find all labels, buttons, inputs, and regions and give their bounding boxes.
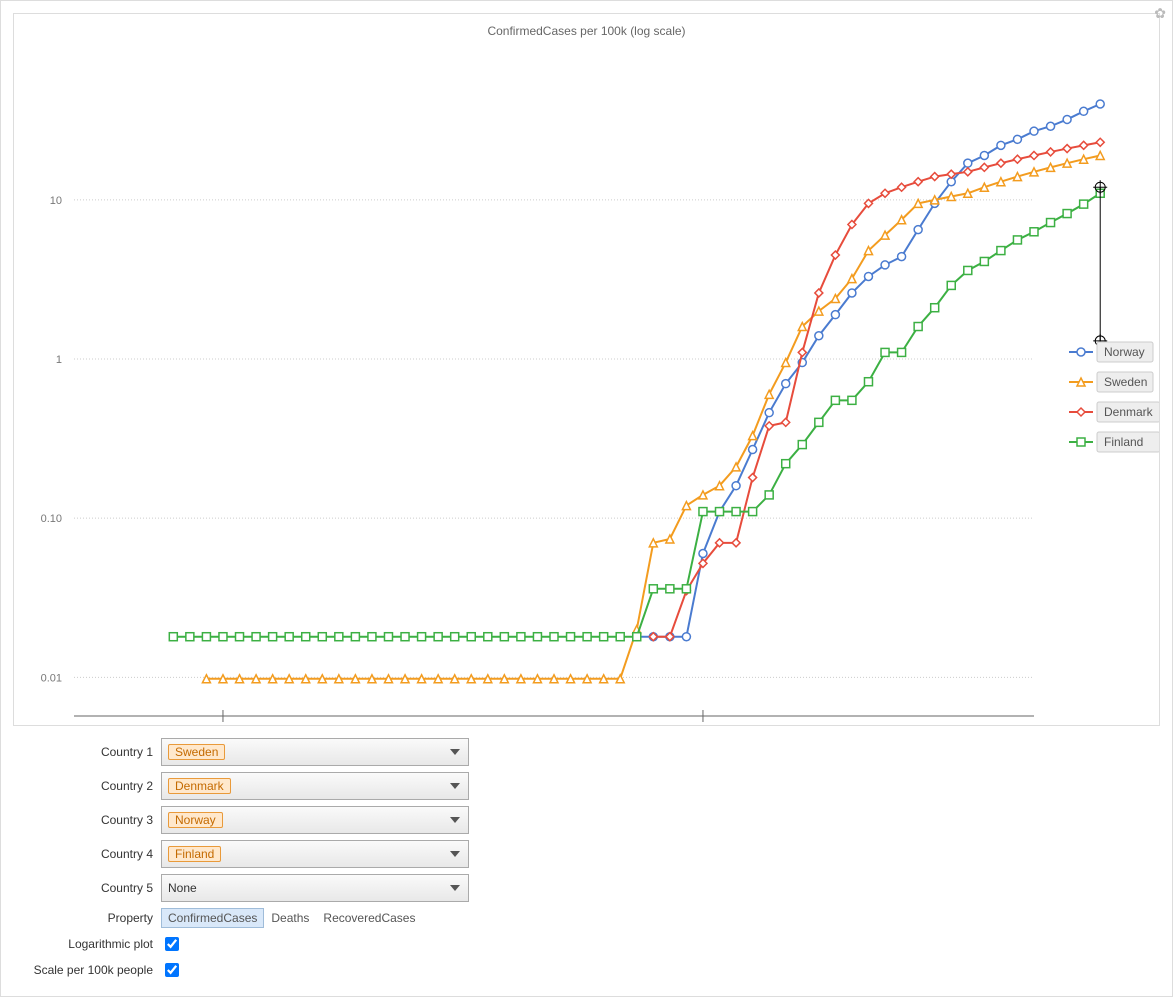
controls-panel: Country 1 Sweden Country 2 Denmark Count… <box>13 738 1160 980</box>
row-logplot: Logarithmic plot <box>13 934 1160 954</box>
select-country2-value: Denmark <box>168 778 231 794</box>
chart-frame: ConfirmedCases per 100k (log scale) 0.01… <box>13 13 1160 726</box>
chart-title: ConfirmedCases per 100k (log scale) <box>14 14 1159 42</box>
series-finland <box>169 189 1104 640</box>
svg-text:Norway: Norway <box>1104 345 1145 359</box>
svg-text:1: 1 <box>56 354 62 366</box>
series-denmark <box>649 138 1104 640</box>
row-country5: Country 5 None <box>13 874 1160 902</box>
dashboard-panel: ✿ ConfirmedCases per 100k (log scale) 0.… <box>0 0 1173 997</box>
label-country5: Country 5 <box>13 881 161 895</box>
label-country1: Country 1 <box>13 745 161 759</box>
chevron-down-icon <box>450 817 460 823</box>
row-country4: Country 4 Finland <box>13 840 1160 868</box>
chart-svg: 0.010.10110FebMarNorwaySwedenDenmarkFinl… <box>14 42 1159 722</box>
select-country1-value: Sweden <box>168 744 225 760</box>
select-country4[interactable]: Finland <box>161 840 469 868</box>
label-country3: Country 3 <box>13 813 161 827</box>
row-country3: Country 3 Norway <box>13 806 1160 834</box>
svg-text:Finland: Finland <box>1104 435 1143 449</box>
select-country5[interactable]: None <box>161 874 469 902</box>
row-property: Property ConfirmedCasesDeathsRecoveredCa… <box>13 908 1160 928</box>
legend-item-norway[interactable]: Norway <box>1069 342 1153 362</box>
chevron-down-icon <box>450 885 460 891</box>
checkbox-log-plot[interactable] <box>165 937 179 951</box>
label-country4: Country 4 <box>13 847 161 861</box>
legend-item-finland[interactable]: Finland <box>1069 432 1159 452</box>
row-country1: Country 1 Sweden <box>13 738 1160 766</box>
label-country2: Country 2 <box>13 779 161 793</box>
select-country3-value: Norway <box>168 812 223 828</box>
property-option-confirmedcases[interactable]: ConfirmedCases <box>161 908 264 928</box>
legend-item-denmark[interactable]: Denmark <box>1069 402 1159 422</box>
chevron-down-icon <box>450 749 460 755</box>
chevron-down-icon <box>450 783 460 789</box>
gear-icon[interactable]: ✿ <box>1154 5 1166 22</box>
legend-item-sweden[interactable]: Sweden <box>1069 372 1153 392</box>
property-option-deaths[interactable]: Deaths <box>264 908 316 928</box>
svg-text:Sweden: Sweden <box>1104 375 1147 389</box>
label-logplot: Logarithmic plot <box>13 937 161 951</box>
svg-text:0.10: 0.10 <box>41 513 62 525</box>
svg-text:Denmark: Denmark <box>1104 405 1154 419</box>
svg-text:10: 10 <box>50 195 62 207</box>
select-country4-value: Finland <box>168 846 221 862</box>
series-sweden <box>202 151 1104 682</box>
property-button-group: ConfirmedCasesDeathsRecoveredCases <box>161 908 422 928</box>
select-country5-value: None <box>168 881 197 895</box>
range-marker <box>1093 180 1107 348</box>
property-option-recoveredcases[interactable]: RecoveredCases <box>316 908 422 928</box>
row-per100k: Scale per 100k people <box>13 960 1160 980</box>
label-property: Property <box>13 911 161 925</box>
select-country2[interactable]: Denmark <box>161 772 469 800</box>
chevron-down-icon <box>450 851 460 857</box>
row-country2: Country 2 Denmark <box>13 772 1160 800</box>
svg-text:0.01: 0.01 <box>41 672 62 684</box>
select-country3[interactable]: Norway <box>161 806 469 834</box>
select-country1[interactable]: Sweden <box>161 738 469 766</box>
